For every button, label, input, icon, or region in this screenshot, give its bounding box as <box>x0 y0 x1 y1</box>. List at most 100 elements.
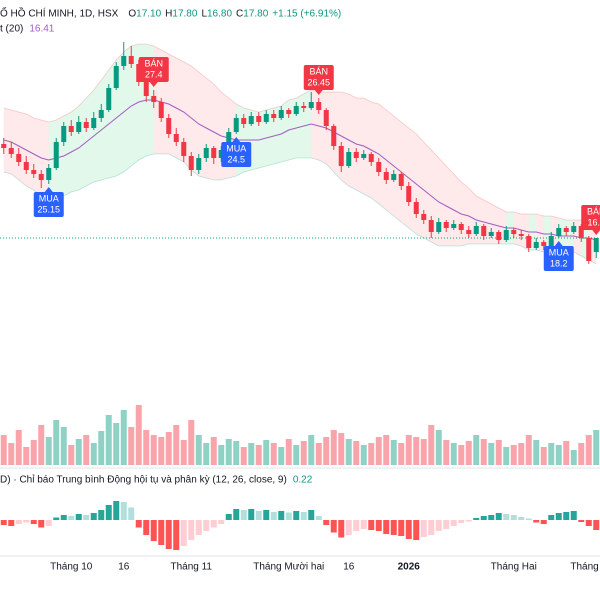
candle-body <box>563 228 569 232</box>
symbol: Ố HỒ CHÍ MINH, 1D, HSX <box>0 6 119 20</box>
candle-body <box>571 226 577 232</box>
candle-body <box>8 148 14 154</box>
candle-body <box>211 148 217 158</box>
volume-bar <box>443 440 450 465</box>
macd-bar <box>315 516 322 520</box>
candle-body <box>428 220 434 232</box>
volume-bar <box>315 443 322 465</box>
macd-value: 0.22 <box>293 475 313 486</box>
macd-bar <box>420 520 427 537</box>
volume-bar <box>158 437 165 465</box>
ohlc-key: O <box>128 9 136 20</box>
macd-bar <box>398 520 405 536</box>
macd-bar <box>578 520 585 522</box>
volume-bar <box>548 443 555 465</box>
band-fill <box>86 90 94 186</box>
macd-bar <box>495 513 502 520</box>
volume-bar <box>263 440 270 465</box>
volume-bar <box>503 447 510 465</box>
volume-bar <box>135 405 142 465</box>
time-label: 16 <box>118 562 130 573</box>
volume-bar <box>593 430 600 465</box>
macd-bar <box>68 516 75 520</box>
signal-value: 24.5 <box>227 154 245 164</box>
macd-bar <box>465 520 472 522</box>
candle-body <box>496 232 502 240</box>
candle-body <box>301 106 307 108</box>
volume-bar <box>233 441 240 465</box>
candle-body <box>533 242 539 248</box>
volume-bar <box>345 439 352 465</box>
candle-body <box>413 202 419 214</box>
macd-bar <box>225 514 232 520</box>
candle-body <box>128 56 134 64</box>
candle-body <box>23 162 29 170</box>
candle-body <box>466 230 472 234</box>
candle-body <box>203 148 209 158</box>
macd-bar <box>300 512 307 520</box>
signal-pointer <box>149 82 158 87</box>
candle-body <box>383 172 389 180</box>
volume-bar <box>195 435 202 465</box>
candle-body <box>46 168 52 180</box>
band-fill <box>213 84 222 180</box>
ohlc-key: C <box>236 9 243 20</box>
candle-body <box>83 122 89 128</box>
time-label: Tháng 3 <box>570 562 600 573</box>
volume-bar <box>75 439 82 465</box>
signal-box <box>221 142 252 167</box>
macd-bar <box>443 520 450 529</box>
candle-body <box>286 110 292 114</box>
volume-bar <box>293 445 300 465</box>
volume-bar <box>420 439 427 465</box>
volume-bar <box>45 437 52 465</box>
band-upper <box>3 43 597 221</box>
volume-bar <box>240 447 247 465</box>
ohlc-value: 16.80 <box>207 9 232 20</box>
volume-bar <box>473 435 480 465</box>
macd-bar <box>45 520 52 526</box>
candle-body <box>226 132 232 150</box>
candle-body <box>196 158 202 170</box>
candle-body <box>106 88 112 110</box>
candle-body <box>91 118 97 128</box>
candle-body <box>593 238 599 252</box>
volume-bar <box>428 425 435 465</box>
candle-body <box>53 142 59 168</box>
volume-bar <box>98 431 105 465</box>
macd-bar <box>83 515 90 520</box>
candle-body <box>98 110 104 118</box>
macd-bar <box>113 501 120 520</box>
volume-bar <box>113 423 120 465</box>
macd-bar <box>338 520 345 538</box>
candle-body <box>151 96 157 102</box>
candle-body <box>308 102 314 108</box>
macd-bar <box>165 520 172 549</box>
macd-bar <box>293 511 300 520</box>
volume-bar <box>308 435 315 465</box>
candle-body <box>526 236 532 248</box>
band-fill <box>468 188 477 244</box>
candle-body <box>586 238 592 261</box>
volume-bar <box>495 440 502 465</box>
candle-body <box>488 232 494 236</box>
band-fill <box>446 166 454 246</box>
signal-label: MUA <box>549 247 569 257</box>
volume-bar <box>360 445 367 465</box>
band-fill <box>371 102 379 204</box>
macd-bar <box>525 518 532 520</box>
macd-bar <box>548 515 555 520</box>
volume-bar <box>83 435 90 465</box>
band-lower <box>3 153 597 265</box>
macd-bar <box>413 520 420 540</box>
candle-body <box>271 114 277 118</box>
macd-bar <box>450 520 457 526</box>
signal-box <box>138 57 169 82</box>
macd-bar <box>150 520 157 541</box>
signal-label: BÁN <box>587 206 600 216</box>
volume-bar <box>518 443 525 465</box>
candle-body <box>166 118 172 134</box>
candle-body <box>76 122 82 132</box>
macd-bar <box>128 507 135 520</box>
candle-body <box>368 154 374 162</box>
